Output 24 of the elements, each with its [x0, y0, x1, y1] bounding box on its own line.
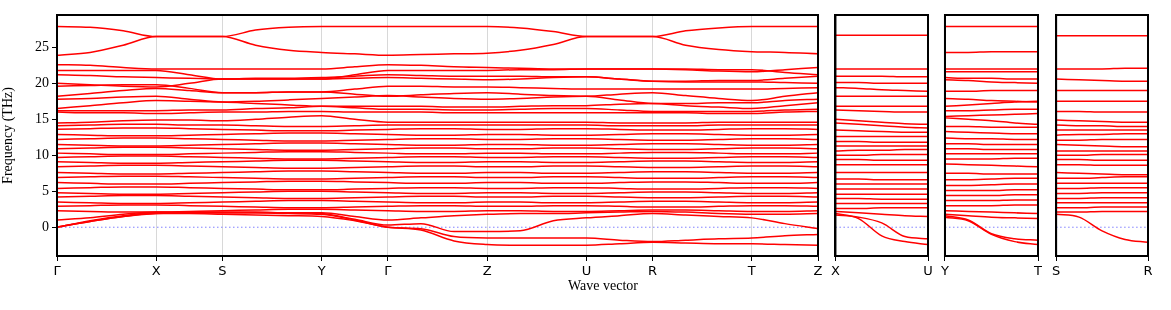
x-tick-label: U: [923, 263, 933, 279]
y-tick-label: 10: [35, 146, 49, 162]
y-tick-label: 5: [42, 182, 49, 198]
x-tick-label: Γ: [53, 263, 62, 279]
x-tick-label: S: [1051, 263, 1061, 279]
x-tick-label: X: [831, 263, 840, 279]
x-tick-label: Z: [813, 263, 823, 279]
y-axis-title: Frequency (THz): [0, 86, 17, 184]
x-tick-label: T: [746, 263, 756, 279]
x-tick-label: T: [1033, 263, 1043, 279]
x-tick-label: Y: [939, 263, 949, 279]
y-tick-label: 25: [35, 39, 49, 55]
y-tick-label: 0: [42, 218, 49, 234]
x-tick-label: Z: [482, 263, 492, 279]
x-axis-title: Wave vector: [567, 278, 639, 294]
y-tick-label: 15: [35, 110, 49, 126]
x-tick-label: R: [648, 263, 658, 279]
x-tick-label: X: [151, 263, 161, 279]
x-tick-label: U: [581, 263, 592, 279]
x-tick-label: Y: [316, 263, 326, 279]
x-tick-label: Γ: [384, 263, 393, 279]
x-tick-label: R: [1143, 263, 1153, 279]
x-tick-label: S: [218, 263, 227, 279]
y-tick-label: 20: [35, 75, 49, 91]
